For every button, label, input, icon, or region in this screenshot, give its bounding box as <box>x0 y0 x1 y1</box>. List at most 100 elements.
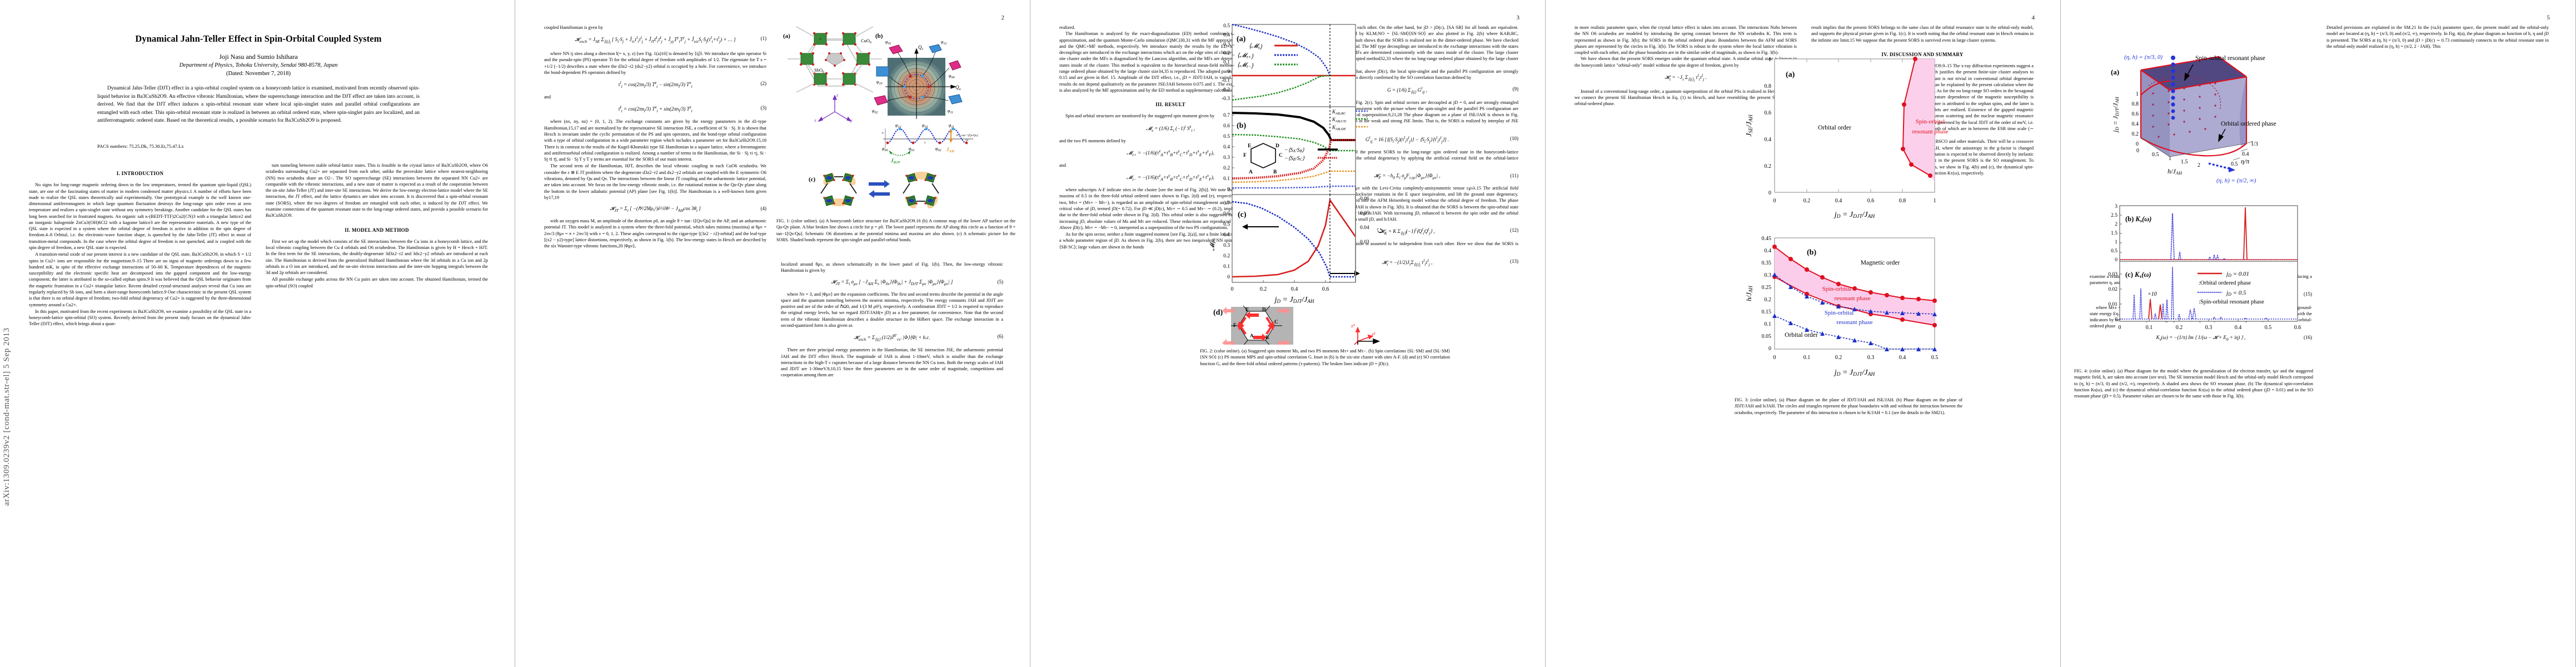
svg-text:φ12: φ12 <box>941 39 946 46</box>
svg-text:φ00: φ00 <box>882 146 888 152</box>
fig1-label-jah: JAH <box>946 147 955 153</box>
fig3b-region-sors-blue-1: Spin-orbital <box>1825 310 1854 316</box>
svg-text:0.4: 0.4 <box>1291 286 1298 292</box>
paragraph: In this paper, motivated from the recent… <box>29 308 251 327</box>
section-heading-discussion: IV. DISCUSSION AND SUMMARY <box>1881 51 1964 57</box>
fig4a-red-edges <box>2140 56 2248 157</box>
svg-text:0.2: 0.2 <box>1223 51 1230 56</box>
fig4-legend-jd001: jD = 0.01 <box>2225 271 2249 278</box>
svg-text:0.7: 0.7 <box>1223 201 1230 206</box>
svg-text:E: E <box>1245 307 1249 312</box>
svg-text:0.7: 0.7 <box>1223 113 1230 118</box>
svg-text:0.25: 0.25 <box>1762 285 1772 291</box>
column-right: localized around θμν, as shown schematic… <box>781 261 1003 379</box>
svg-text:0.02: 0.02 <box>2108 287 2117 292</box>
svg-text:2: 2 <box>2115 222 2117 227</box>
equation-4: 𝓗JT = Σi [ −(ℏ²/2Mρ₀²)∂²/∂θ² − JAHcos 3θ… <box>610 206 766 213</box>
svg-text:φ01: φ01 <box>885 39 891 46</box>
svg-text:0.03: 0.03 <box>1360 240 1369 245</box>
svg-text:0: 0 <box>2136 141 2139 147</box>
equation-2: τli = cos(2πnl/3) Tzi − sin(2πnl/3) Txi … <box>618 80 766 89</box>
svg-text:φ10: φ10 <box>876 79 882 86</box>
svg-text:0.4: 0.4 <box>1899 355 1906 361</box>
fig4-panel-b-label: (b) Ks(ω) <box>2125 215 2151 223</box>
fig3b-ylabel: h/JAH <box>1745 286 1753 301</box>
section-heading-model: II. MODEL AND METHOD <box>345 227 409 233</box>
equation-3: τ̄li = cos(2πnl/3) Txi + sin(2πnl/3) Tzi… <box>618 104 766 114</box>
fig1-panel-a-label: (a) <box>783 33 790 39</box>
svg-text:φ00: φ00 <box>949 73 954 79</box>
paragraph: and the two PS moments defined by <box>1059 138 1126 143</box>
fig1-sors-right <box>903 172 939 209</box>
fig2b-legend-sbsc: −⟨SB·SC⟩ <box>1284 156 1304 162</box>
fig4-panel-c-label: (c) Kτ(ω) <box>2125 271 2151 279</box>
fig4a-ylabel: jD = JDJT/JAH <box>2111 96 2120 133</box>
svg-text:0.4: 0.4 <box>2242 151 2249 157</box>
svg-text:0.5: 0.5 <box>2231 161 2238 167</box>
svg-text:τx: τx <box>1351 322 1356 330</box>
svg-text:0.2: 0.2 <box>1765 163 1772 170</box>
fig3a-region-sors-2: resonant phase <box>1912 128 1948 135</box>
svg-text:1: 1 <box>2136 91 2139 97</box>
svg-text:0.3: 0.3 <box>1765 272 1772 278</box>
page-2: 2 coupled Hamiltonian is gven by 𝓗exch =… <box>515 0 1030 667</box>
fig1-axis-triad: z x y <box>814 93 853 123</box>
equation-16: Ks(ω) = −(1/π) Im ⟨ 1/(ω − 𝓗 + E0 + iη) … <box>2156 334 2312 342</box>
svg-text:B: B <box>1273 170 1277 175</box>
fig2b-series-kabcd <box>1232 133 1356 152</box>
fig2-panel-c-label: (c) <box>1238 211 1247 219</box>
paragraph: There are three principal energy paramet… <box>781 347 1003 378</box>
svg-text:φ01: φ01 <box>909 146 914 152</box>
paragraph: where (nx, ny, nz) = (0, 1, 2). The exch… <box>544 119 766 162</box>
svg-text:0.06: 0.06 <box>1360 196 1369 202</box>
fig2b-hexagon-inset: E D F C A B <box>1243 143 1283 175</box>
svg-text:0.3: 0.3 <box>1223 155 1230 161</box>
svg-text:0.6: 0.6 <box>2294 325 2301 331</box>
svg-text:0: 0 <box>2115 317 2117 322</box>
fig1-tick-0: 0 <box>882 132 884 135</box>
fig2b-series-sasb <box>1232 112 1356 141</box>
fig2-panel-b: (b) 0.7 0.6 0.5 0.4 0.3 0.2 0.1 0 <box>1223 106 1368 195</box>
svg-text:0.04: 0.04 <box>1360 225 1369 231</box>
fig2c-ylabel-right: G <box>1376 228 1384 233</box>
fig3b-region-orbital: Orbital order <box>1785 332 1818 339</box>
paragraph: coupled Hamiltonian is gven by <box>544 25 603 30</box>
fig4a-annot-eta-h-2: (η, h) = (π/2, ∞) <box>2216 177 2256 184</box>
equation-10: Glij = 16 [⟨(Si·Sj)(τliτlj)⟩ − ⟨Si·Sj⟩⟨τ… <box>1365 135 1518 144</box>
fig4a-blue-marker-line <box>2171 56 2175 120</box>
svg-text:1.5: 1.5 <box>2181 159 2188 165</box>
svg-text:2.5: 2.5 <box>2111 213 2117 218</box>
paragraph: where subscripts A-F indicate sites in t… <box>1059 187 1282 230</box>
fig4-panel-a-label: (a) <box>2111 68 2119 76</box>
svg-text:z: z <box>836 93 839 98</box>
fig3a-xlabel: jD = JDJT/JAH <box>1833 211 1876 220</box>
page-title: Dynamical Jahn-Teller Effect in Spin-Orb… <box>135 33 382 44</box>
figure-2: (a) 0.5 0.4 0.3 0.2 0.1 0 -0.1 -0.2 -0.3 <box>1200 17 1456 366</box>
svg-text:0.2: 0.2 <box>1803 198 1811 204</box>
svg-text:0.1: 0.1 <box>1223 264 1230 270</box>
svg-text:0.2: 0.2 <box>1223 166 1230 171</box>
fig4a-annot-sors: Spin-orbital resonant phase <box>2195 55 2265 62</box>
figure-1-caption: FIG. 1: (color online). (a) A honeycomb … <box>776 218 1015 242</box>
fig1-axis-qu: Qu <box>955 84 961 91</box>
equation-12: 𝓗K = K Σ⟨ij⟩(−1)l⟨QliQlj⟩ , (12) <box>1379 227 1518 236</box>
equation-9: G = (1/6) Σ⟨ij⟩ Glij , (9) <box>1387 85 1518 94</box>
figure-4-graphic: (a) <box>2108 54 2301 331</box>
svg-text:1/3: 1/3 <box>2251 141 2258 147</box>
svg-text:0.1: 0.1 <box>1803 355 1811 361</box>
svg-text:0.05: 0.05 <box>1762 334 1772 340</box>
paragraph: Detailed previsions are explained in the… <box>2326 25 2549 49</box>
fig3b-xlabel: jD = JDJT/JAH <box>1833 369 1876 377</box>
fig4a-x-ticks-side: 1/30.4 0.5 <box>2231 141 2258 167</box>
fig2c-arrow-left <box>1242 224 1279 230</box>
svg-text:0: 0 <box>1768 190 1771 196</box>
svg-text:0.1: 0.1 <box>1223 176 1230 182</box>
equation-6: 𝓗exch = Σ⟨ij⟩ (1/2)J̄ll'νν' |Φ⟩⟨Φ| + h.c… <box>854 333 1003 342</box>
fig4a-x-ticks-front: 0 0.5 1 1.5 2 <box>2136 148 2200 168</box>
svg-text:D: D <box>1275 143 1279 149</box>
date-line: (Dated: November 7, 2018) <box>226 71 291 77</box>
svg-text:A: A <box>1250 333 1254 339</box>
fig4b-blue-peak-main <box>2170 213 2175 260</box>
svg-text:B: B <box>1265 335 1269 340</box>
